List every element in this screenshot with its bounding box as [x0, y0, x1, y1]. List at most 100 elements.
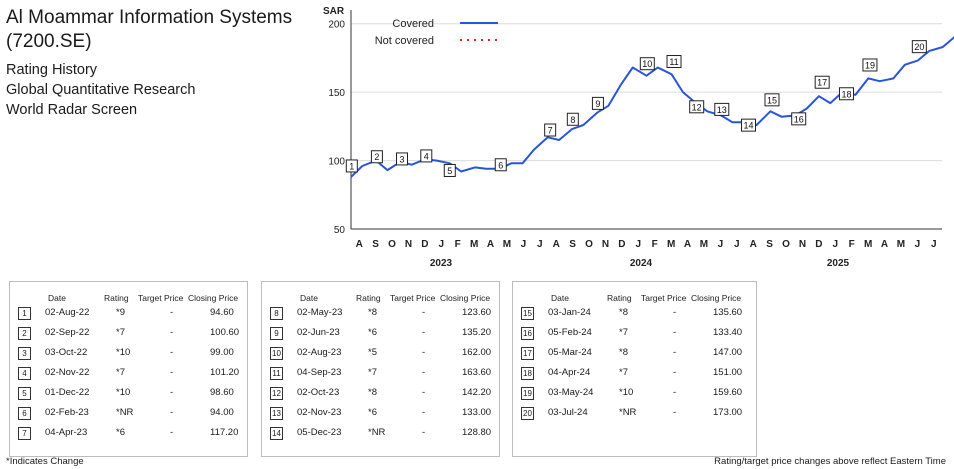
rating-marker-5: 5 — [443, 163, 456, 177]
row-number: 6 — [18, 407, 31, 420]
table-header-closing-price: Closing Price — [188, 293, 239, 303]
row-target-price: - — [422, 327, 426, 338]
row-date: 04-Sep-23 — [297, 367, 342, 378]
row-target-price: - — [170, 347, 174, 358]
rating-marker-20: 20 — [911, 40, 927, 54]
rating-marker-label: 11 — [669, 57, 678, 67]
table-header-target-price: Target Price — [390, 293, 436, 303]
rating-marker-label: 1 — [349, 161, 354, 171]
table-header-closing-price: Closing Price — [440, 293, 491, 303]
y-tick-label: 150 — [328, 88, 345, 99]
row-rating: *6 — [368, 327, 377, 338]
row-closing-price: 94.60 — [210, 307, 234, 318]
x-tick-label: J — [537, 239, 543, 250]
x-tick-label: M — [700, 239, 708, 250]
row-target-price: - — [673, 347, 677, 358]
row-number: 5 — [18, 387, 31, 400]
rating-marker-label: 9 — [595, 99, 600, 109]
table-header-rating: Rating — [356, 293, 381, 303]
rating-marker-box — [814, 75, 830, 89]
rating-marker-label: 19 — [865, 60, 875, 70]
table-row: 2 02-Sep-22 *7 - 100.60 — [10, 326, 247, 340]
x-tick-label: M — [667, 239, 675, 250]
x-tick-label: J — [636, 239, 642, 250]
row-closing-price: 100.60 — [210, 327, 240, 338]
table-header-date: Date — [551, 293, 569, 303]
table-header-date: Date — [300, 293, 318, 303]
rating-marker-19: 19 — [862, 58, 878, 72]
rating-marker-label: 3 — [399, 154, 404, 164]
x-tick-label: J — [931, 239, 937, 250]
x-tick-label: A — [881, 239, 888, 250]
rating-marker-box — [791, 112, 807, 126]
rating-marker-box — [443, 163, 456, 177]
table-row: 15 03-Jan-24 *8 - 135.60 — [513, 306, 756, 320]
x-tick-label: J — [915, 239, 921, 250]
row-number: 14 — [270, 427, 283, 440]
rating-marker-box — [345, 159, 358, 173]
row-target-price: - — [422, 367, 426, 378]
table-row: 19 03-May-24 *10 - 159.60 — [513, 386, 756, 400]
x-tick-label: O — [585, 239, 593, 250]
rating-marker-15: 15 — [764, 93, 780, 107]
row-closing-price: 101.20 — [210, 367, 240, 378]
table-row: 7 04-Apr-23 *6 - 117.20 — [10, 426, 247, 440]
table-row: 4 02-Nov-22 *7 - 101.20 — [10, 366, 247, 380]
x-tick-label: S — [569, 239, 576, 250]
row-rating: *6 — [116, 427, 125, 438]
year-label: 2025 — [827, 258, 850, 269]
row-closing-price: 133.40 — [713, 327, 743, 338]
x-tick-label: J — [521, 239, 527, 250]
row-rating: *10 — [619, 387, 634, 398]
x-tick-label: M — [470, 239, 478, 250]
rating-marker-label: 10 — [642, 59, 652, 69]
y-axis-label: SAR — [323, 6, 345, 17]
x-tick-label: O — [782, 239, 790, 250]
x-tick-label: F — [455, 239, 461, 250]
table-row: 16 05-Feb-24 *7 - 133.40 — [513, 326, 756, 340]
table-row: 1 02-Aug-22 *9 - 94.60 — [10, 306, 247, 320]
rating-marker-box — [838, 87, 854, 101]
row-number: 12 — [270, 387, 283, 400]
row-rating: *9 — [116, 307, 125, 318]
year-label: 2024 — [630, 258, 653, 269]
row-date: 03-Jul-24 — [548, 407, 588, 418]
x-tick-label: A — [553, 239, 560, 250]
row-target-price: - — [673, 407, 677, 418]
rating-marker-box — [714, 102, 730, 116]
rating-marker-10: 10 — [639, 57, 655, 71]
row-target-price: - — [422, 307, 426, 318]
row-date: 02-Sep-22 — [45, 327, 90, 338]
legend-not-covered-label: Not covered — [375, 35, 434, 47]
row-number: 19 — [521, 387, 534, 400]
rating-marker-3: 3 — [396, 152, 409, 166]
row-target-price: - — [170, 327, 174, 338]
row-closing-price: 128.80 — [462, 427, 492, 438]
rating-marker-14: 14 — [741, 118, 757, 132]
table-row: 9 02-Jun-23 *6 - 135.20 — [262, 326, 499, 340]
row-closing-price: 99.00 — [210, 347, 234, 358]
rating-marker-label: 14 — [744, 121, 754, 131]
table-header-date: Date — [48, 293, 66, 303]
row-closing-price: 123.60 — [462, 307, 492, 318]
row-number: 11 — [270, 367, 283, 380]
footer-timezone-note: Rating/target price changes above reflec… — [714, 456, 946, 467]
rating-marker-box — [396, 152, 409, 166]
rating-marker-label: 20 — [914, 42, 924, 52]
row-date: 02-Aug-22 — [45, 307, 90, 318]
row-target-price: - — [673, 367, 677, 378]
row-closing-price: 151.00 — [713, 367, 743, 378]
rating-marker-box — [566, 112, 579, 126]
row-number: 7 — [18, 427, 31, 440]
row-target-price: - — [673, 327, 677, 338]
legend-covered-label: Covered — [392, 18, 434, 30]
row-number: 20 — [521, 407, 534, 420]
rating-marker-11: 11 — [666, 55, 682, 69]
rating-marker-box — [741, 118, 757, 132]
table-header-target-price: Target Price — [138, 293, 184, 303]
rating-marker-18: 18 — [838, 87, 854, 101]
table-row: 11 04-Sep-23 *7 - 163.60 — [262, 366, 499, 380]
row-number: 15 — [521, 307, 534, 320]
table-header-closing-price: Closing Price — [691, 293, 742, 303]
